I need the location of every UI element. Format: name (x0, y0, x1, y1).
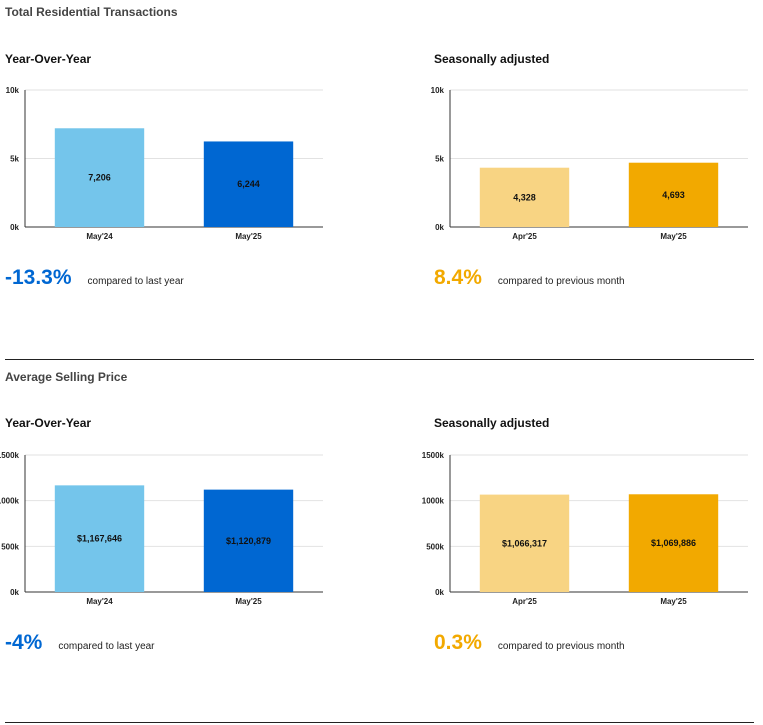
x-category-label: May'25 (235, 232, 262, 241)
y-tick-label: 5k (435, 155, 444, 164)
y-tick-label: 0k (10, 588, 19, 597)
bar (203, 141, 294, 227)
y-tick-label: 0k (435, 588, 444, 597)
bar-value-label: 6,244 (237, 179, 260, 189)
x-category-label: May'25 (235, 597, 262, 606)
stat-caption: compared to previous month (497, 276, 625, 287)
stat-price-yoy: -4% compared to last year (5, 631, 155, 655)
bar-value-label: $1,120,879 (226, 536, 271, 546)
chart-transactions-yoy: 0k 5k 10k 7,206 May'24 6,244 May'25 (6, 86, 323, 241)
bar (628, 162, 719, 227)
bar (54, 128, 145, 227)
bar (54, 485, 145, 592)
bar (628, 494, 719, 592)
stat-transactions-yoy: -13.3% compared to last year (5, 266, 184, 290)
chart-transactions-sa: 0k 5k 10k 4,328 Apr'25 4,693 May'25 (431, 86, 748, 241)
x-category-label: May'25 (660, 232, 687, 241)
bar-value-label: 4,693 (662, 190, 685, 200)
y-tick-label: 500k (1, 542, 19, 551)
bar-value-label: $1,066,317 (502, 538, 547, 548)
y-tick-label: 1500k (422, 451, 445, 460)
y-tick-label: 1500k (0, 451, 20, 460)
x-category-label: May'24 (86, 597, 113, 606)
section-title-price: Average Selling Price (5, 370, 128, 384)
x-category-label: May'24 (86, 232, 113, 241)
section-divider (5, 722, 754, 723)
stat-value: -13.3% (5, 266, 72, 289)
stat-transactions-sa: 8.4% compared to previous month (434, 266, 625, 290)
bar-value-label: $1,069,886 (651, 538, 696, 548)
stat-caption: compared to previous month (497, 641, 625, 652)
section-divider (5, 359, 754, 360)
panel-heading-sa-price: Seasonally adjusted (434, 416, 550, 430)
y-tick-label: 1000k (0, 497, 20, 506)
panel-heading-yoy-price: Year-Over-Year (5, 416, 92, 430)
panel-heading-yoy-transactions: Year-Over-Year (5, 52, 92, 66)
y-tick-label: 10k (431, 86, 445, 95)
y-tick-label: 5k (10, 155, 19, 164)
y-tick-label: 1000k (422, 497, 445, 506)
x-category-label: Apr'25 (512, 232, 537, 241)
stat-value: 8.4% (434, 266, 482, 289)
x-category-label: May'25 (660, 597, 687, 606)
stat-caption: compared to last year (58, 641, 155, 652)
chart-price-yoy: 0k 500k 1000k 1500k $1,167,646 May'24 $1,120,8… (0, 451, 323, 606)
y-tick-label: 0k (435, 223, 444, 232)
y-tick-label: 10k (6, 86, 20, 95)
panel-heading-sa-transactions: Seasonally adjusted (434, 52, 550, 66)
y-tick-label: 0k (10, 223, 19, 232)
bar (479, 494, 570, 592)
y-tick-label: 500k (426, 542, 444, 551)
section-title-transactions: Total Residential Transactions (5, 5, 178, 19)
stat-price-sa: 0.3% compared to previous month (434, 631, 625, 655)
bar-value-label: 7,206 (88, 173, 111, 183)
x-category-label: Apr'25 (512, 597, 537, 606)
stat-value: 0.3% (434, 631, 482, 654)
bar (203, 489, 294, 592)
chart-price-sa: 0k 500k 1000k 1500k $1,066,317 Apr'25 $1,069,8… (422, 451, 748, 606)
bar (479, 167, 570, 227)
bar-value-label: 4,328 (513, 192, 536, 202)
bar-value-label: $1,167,646 (77, 534, 122, 544)
stat-caption: compared to last year (87, 276, 184, 287)
stat-value: -4% (5, 631, 43, 654)
